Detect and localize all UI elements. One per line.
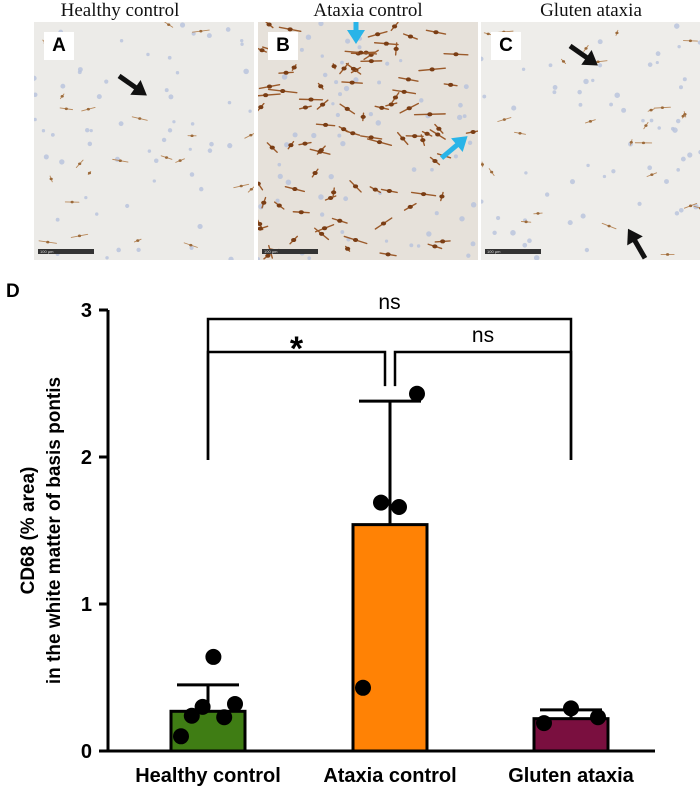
data-point xyxy=(227,695,243,712)
significance-label: ns xyxy=(378,291,400,314)
micrograph-healthy-control: A 100 µm xyxy=(34,22,254,260)
panel-c-title: Gluten ataxia xyxy=(540,0,642,21)
panel-a-title: Healthy control xyxy=(60,0,180,21)
y-tick-label: 2 xyxy=(81,447,92,469)
panel-letter-c: C xyxy=(491,32,521,60)
panel-letter-d: D xyxy=(6,281,20,302)
scale-bar: 100 µm xyxy=(38,249,94,254)
black-arrow-icon xyxy=(627,228,648,260)
blue-arrow-icon xyxy=(347,22,365,44)
data-point xyxy=(391,498,407,515)
scale-bar: 100 µm xyxy=(262,249,318,254)
y-tick-label: 0 xyxy=(81,741,92,763)
y-axis-label: CD68 (% area) xyxy=(18,467,39,595)
black-arrow-icon xyxy=(568,43,598,66)
data-point xyxy=(173,728,189,745)
micrograph-texture xyxy=(481,22,700,260)
significance-label: * xyxy=(290,330,304,368)
x-tick-label: Healthy control xyxy=(135,765,281,787)
data-point xyxy=(563,700,579,717)
y-axis-label-line2: in the white matter of basis pontis xyxy=(44,377,65,684)
x-tick-label: Ataxia control xyxy=(323,765,456,787)
significance-bracket xyxy=(206,350,387,460)
micrograph-gluten-ataxia: C 100 µm xyxy=(481,22,700,260)
y-tick-label: 1 xyxy=(81,594,92,616)
data-point xyxy=(216,709,233,726)
micrograph-texture xyxy=(34,22,254,260)
bar xyxy=(351,523,429,753)
data-point xyxy=(590,709,606,726)
x-tick-label: Gluten ataxia xyxy=(508,765,634,787)
panel-b-title: Ataxia control xyxy=(313,0,423,21)
data-point xyxy=(536,715,552,732)
significance-label: ns xyxy=(472,324,494,347)
micrograph-ataxia-control: B 100 µm xyxy=(258,22,478,260)
data-point xyxy=(409,385,425,402)
data-point xyxy=(205,648,222,665)
panel-letter-a: A xyxy=(44,32,74,60)
data-point xyxy=(183,707,200,724)
data-point xyxy=(194,698,211,715)
bar-chart: D 0 1 2 3 CD68 (% area) in the white matter of… xyxy=(6,281,655,787)
data-point xyxy=(355,679,371,696)
micrograph-texture xyxy=(258,22,478,260)
black-arrow-icon xyxy=(117,73,147,96)
blue-arrow-icon xyxy=(439,136,468,160)
y-tick-label: 3 xyxy=(81,300,92,322)
scale-bar: 100 µm xyxy=(485,249,541,254)
panel-letter-b: B xyxy=(268,32,298,60)
data-point xyxy=(373,494,389,511)
significance-bracket xyxy=(393,350,573,460)
